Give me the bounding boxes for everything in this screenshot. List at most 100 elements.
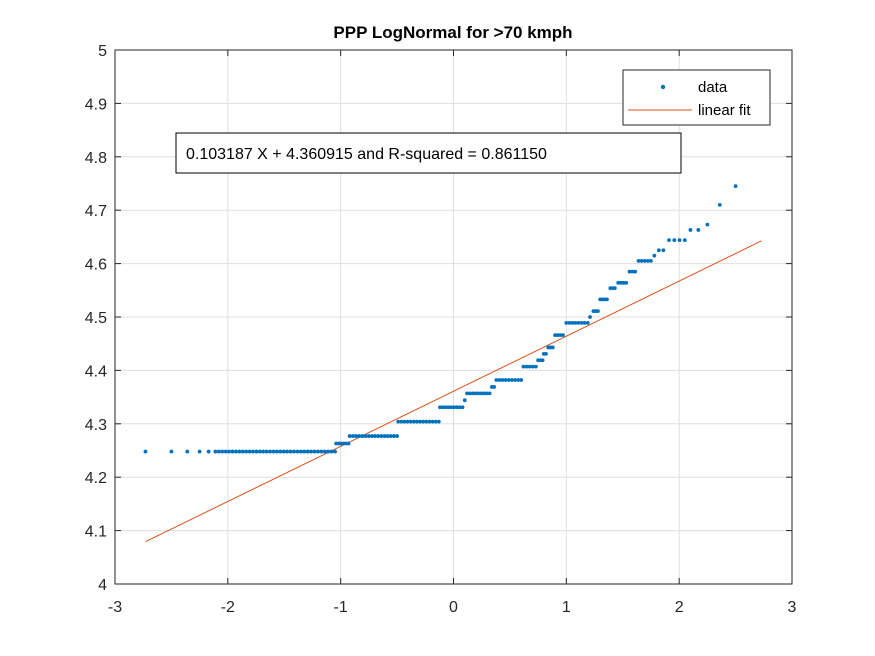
data-point xyxy=(302,449,307,454)
annotation-box: 0.103187 X + 4.360915 and R-squared = 0.… xyxy=(175,132,682,174)
data-point xyxy=(705,222,710,227)
data-point xyxy=(667,238,671,243)
data-point xyxy=(237,449,242,454)
data-point xyxy=(275,449,279,454)
data-point xyxy=(564,320,569,325)
legend-marker-data xyxy=(660,84,666,90)
data-point xyxy=(143,449,148,454)
data-point xyxy=(433,419,438,424)
data-point xyxy=(567,320,572,325)
x-tick-label: 2 xyxy=(675,599,684,616)
data-point xyxy=(596,309,600,314)
x-tick-label: -2 xyxy=(221,599,235,616)
data-point xyxy=(436,419,441,424)
data-point xyxy=(292,449,296,454)
data-point xyxy=(382,434,387,438)
data-point xyxy=(357,434,362,438)
data-point xyxy=(467,391,472,396)
data-point xyxy=(588,315,592,319)
data-point xyxy=(733,184,738,189)
data-point xyxy=(440,405,445,410)
data-point xyxy=(257,449,262,454)
data-point xyxy=(661,248,666,253)
x-tick-label: 1 xyxy=(562,599,571,616)
data-point xyxy=(677,238,682,243)
data-point xyxy=(446,405,451,410)
data-point xyxy=(220,449,225,454)
data-point xyxy=(244,449,249,454)
data-point xyxy=(516,378,520,382)
data-point xyxy=(473,391,478,396)
data-point xyxy=(223,449,228,454)
y-tick-label: 4 xyxy=(98,577,107,594)
data-point xyxy=(395,434,399,438)
fit-layer xyxy=(145,240,762,543)
data-point xyxy=(487,391,492,396)
data-point xyxy=(373,434,377,438)
data-point xyxy=(636,259,641,263)
data-point xyxy=(206,449,211,454)
data-point xyxy=(415,419,419,424)
data-point xyxy=(305,449,310,454)
fit-equation-text: 0.103187 X + 4.360915 and R-squared = 0.… xyxy=(186,146,547,163)
data-point xyxy=(281,449,286,454)
y-tick-label: 4.4 xyxy=(85,363,107,380)
data-point xyxy=(261,449,266,454)
data-point xyxy=(527,364,532,369)
data-point xyxy=(521,364,526,369)
tick-marks xyxy=(114,49,793,585)
data-point xyxy=(633,269,638,274)
legend-entry-data: data xyxy=(698,79,728,96)
data-point xyxy=(696,228,701,232)
data-point xyxy=(688,228,693,232)
data-point xyxy=(555,333,560,338)
data-point xyxy=(497,378,502,382)
data-point xyxy=(227,449,231,454)
data-point xyxy=(399,419,404,424)
y-tick-label: 4.6 xyxy=(85,257,107,274)
data-point xyxy=(309,449,314,454)
data-point xyxy=(346,441,351,446)
data-point xyxy=(656,248,661,253)
data-point xyxy=(582,320,587,325)
data-point xyxy=(624,280,629,285)
linear-fit-line xyxy=(145,240,762,543)
data-point xyxy=(513,378,517,382)
data-point xyxy=(717,202,722,207)
data-point xyxy=(268,449,272,454)
data-point xyxy=(408,419,413,424)
data-point xyxy=(354,434,358,438)
data-point xyxy=(576,320,581,325)
data-point xyxy=(213,449,218,454)
y-tick-label: 5 xyxy=(98,43,107,60)
data-point xyxy=(288,449,293,454)
data-point xyxy=(482,391,486,396)
data-point xyxy=(524,364,529,369)
data-point xyxy=(612,286,617,291)
data-point xyxy=(449,405,454,410)
data-point xyxy=(197,449,202,454)
data-point xyxy=(627,269,632,274)
data-point xyxy=(605,297,609,302)
data-point xyxy=(438,405,442,410)
data-point xyxy=(494,378,499,382)
data-point xyxy=(553,333,557,338)
data-point xyxy=(672,238,677,243)
data-point xyxy=(326,449,331,454)
data-point xyxy=(185,449,190,454)
data-point xyxy=(298,449,303,454)
data-point xyxy=(319,449,324,454)
data-point xyxy=(424,419,429,424)
data-point xyxy=(544,351,548,356)
x-tick-label: -1 xyxy=(334,599,348,616)
x-tick-label: 3 xyxy=(788,599,797,616)
data-point xyxy=(230,449,235,454)
y-tick-label: 4.3 xyxy=(85,417,107,434)
data-point xyxy=(169,449,174,454)
data-point xyxy=(639,259,644,263)
y-tick-label: 4.5 xyxy=(85,310,107,327)
data-point xyxy=(271,449,276,454)
data-point xyxy=(533,364,538,369)
data-point xyxy=(454,405,459,410)
